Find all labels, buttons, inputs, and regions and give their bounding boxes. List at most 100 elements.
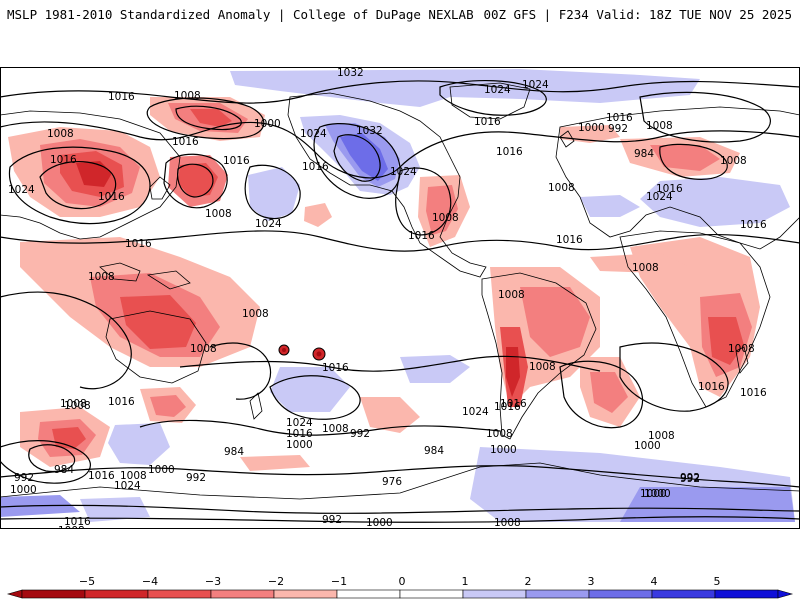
- anom-satl-2: [590, 372, 628, 413]
- continent-outlines: [0, 82, 800, 500]
- isobar-label: 1008: [548, 182, 575, 194]
- isobar-label: 1024: [390, 166, 417, 178]
- isobar-label: 1008: [486, 428, 513, 440]
- isobar-label: 984: [634, 148, 654, 160]
- isobar-label: 1024: [522, 79, 549, 91]
- isobar-label: 1000: [640, 488, 667, 500]
- isobar-label: 1024: [8, 184, 35, 196]
- isobar-contours: [0, 80, 800, 523]
- isobar-label: 992: [14, 472, 34, 484]
- isobar-label: 1000: [10, 484, 37, 496]
- isobar-line: [659, 143, 728, 180]
- colorbar-arrow-left: [6, 589, 23, 599]
- isobar-label: 1016: [740, 219, 767, 231]
- colorbar-tick-label: −1: [331, 575, 347, 588]
- isobar-line: [209, 342, 272, 400]
- coast-greenland: [449, 82, 531, 120]
- cyclone-1-core: [282, 348, 286, 352]
- isobar-label: 1016: [125, 238, 152, 250]
- isobar-label: 1016: [408, 230, 435, 242]
- isobar-label: 992: [680, 472, 700, 484]
- anomaly-map: 1032 1016 1008 1000 1008 1016 1016 1024 …: [0, 67, 800, 529]
- isobar-label: 1008: [88, 271, 115, 283]
- anom-indo-2: [120, 295, 196, 349]
- colorbar-tick-label: 2: [525, 575, 532, 588]
- colorbar-tick-label: −4: [142, 575, 158, 588]
- colorbar-segment-neg5: [21, 589, 86, 599]
- isobar-line: [269, 375, 361, 420]
- isobar-label: 1024: [646, 191, 673, 203]
- isobar-line: [146, 97, 265, 140]
- isobar-label: 1016: [496, 146, 523, 158]
- coast-eurasia-west: [0, 110, 181, 240]
- isobar-line: [0, 516, 800, 523]
- anom-samerica-2: [520, 287, 590, 357]
- isobar-line: [163, 153, 228, 209]
- isobar-label: 1008: [174, 90, 201, 102]
- isobar-label: 1000: [286, 439, 313, 451]
- coast-south-america: [481, 272, 597, 440]
- colorbar-tick-label: 3: [588, 575, 595, 588]
- isobar-label: 1008: [498, 289, 525, 301]
- isobar-label: 1016: [494, 401, 521, 413]
- colorbar-tick-label: 5: [714, 575, 721, 588]
- colorbar-segment-neg3: [147, 589, 212, 599]
- cyclone-2-core: [316, 351, 322, 357]
- isobar-label: 1032: [337, 67, 364, 79]
- colorbar-tick-label: −5: [79, 575, 95, 588]
- isobar-label: 992: [186, 472, 206, 484]
- isobar-label: 1016: [223, 155, 250, 167]
- isobar-label: 1016: [172, 136, 199, 148]
- anomaly-colorbar: −5 −4 −3 −2 −1 0 1 2 3 4 5: [6, 575, 794, 599]
- isobar-label: 1016: [286, 428, 313, 440]
- colorbar-tick-labels: −5 −4 −3 −2 −1 0 1 2 3 4 5: [79, 575, 721, 588]
- isobar-label: 1000: [254, 118, 281, 130]
- coast-uk: [559, 130, 575, 148]
- isobar-label: 1000: [490, 444, 517, 456]
- isobar-label: 976: [382, 476, 402, 488]
- anom-tas-2: [150, 395, 186, 417]
- coast-antarctica: [0, 462, 800, 500]
- isobar-label: 984: [424, 445, 444, 457]
- isobar-label: 1016: [98, 191, 125, 203]
- colorbar-segment-pos1: [462, 589, 527, 599]
- isobar-label: 1008: [529, 361, 556, 373]
- isobar-line: [175, 105, 242, 131]
- isobar-line: [177, 163, 214, 198]
- colorbar-segment-neg2: [210, 589, 275, 599]
- isobar-label: 1008: [190, 343, 217, 355]
- isobar-line: [0, 121, 800, 179]
- isobar-line: [179, 355, 601, 372]
- anom-andes-2: [506, 347, 520, 397]
- isobar-line: [0, 504, 800, 514]
- colorbar-segment-pos5: [714, 589, 779, 599]
- colorbar-segments: [6, 589, 794, 599]
- isobar-label: 992: [680, 473, 700, 485]
- colorbar-segment-pos4: [651, 589, 716, 599]
- isobar-label: 992: [322, 514, 342, 526]
- isobar-label: 1016: [500, 398, 527, 410]
- map-title: MSLP 1981-2010 Standardized Anomaly | Co…: [7, 7, 474, 22]
- isobar-line: [395, 167, 452, 236]
- isobar-line: [439, 80, 547, 116]
- anom-pac-low-2: [178, 163, 218, 197]
- isobar-label: 984: [224, 446, 244, 458]
- isobar-label: 1000: [148, 464, 175, 476]
- isobar-label: 1016: [606, 112, 633, 124]
- isobar-label: 1016: [88, 470, 115, 482]
- anom-npac-high: [248, 167, 300, 221]
- anom-siberia-high: [640, 177, 790, 227]
- colorbar-arrow-right: [777, 589, 794, 599]
- anom-russia-2: [650, 145, 720, 171]
- colorbar-segment-pos2: [525, 589, 590, 599]
- isobar-label: 1016: [556, 234, 583, 246]
- isobar-label: 1008: [494, 517, 521, 529]
- coast-africa: [619, 230, 771, 408]
- colorbar-tick-label: −3: [205, 575, 221, 588]
- isobar-label: 1008: [47, 128, 74, 140]
- isobar-label: 1008: [728, 343, 755, 355]
- model-valid-time: 00Z GFS | F234 Valid: 18Z TUE NOV 25 202…: [483, 7, 792, 22]
- isobar-label: 1024: [286, 417, 313, 429]
- isobar-label: 1024: [300, 128, 327, 140]
- colorbar-tick-label: 0: [399, 575, 406, 588]
